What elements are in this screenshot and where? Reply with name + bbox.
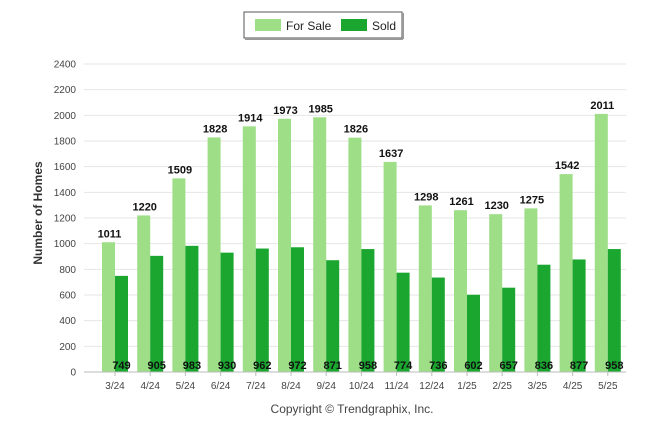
y-tick-label: 200: [59, 342, 76, 353]
x-tick-label: 8/24: [281, 381, 301, 392]
y-tick-label: 2000: [54, 111, 77, 122]
bar-sold: [115, 275, 128, 372]
bar-sold: [396, 272, 410, 372]
bar-for-sale: [524, 208, 538, 372]
data-label-sold: 983: [183, 360, 201, 372]
bar-sold: [467, 294, 480, 372]
x-tick-label: 3/24: [105, 381, 125, 392]
bar-for-sale: [418, 205, 432, 372]
data-label-sold: 749: [112, 360, 130, 372]
bar-sold: [607, 249, 621, 372]
x-tick-label: 12/24: [419, 381, 444, 392]
data-label-for-sale: 1637: [379, 148, 403, 160]
data-label-sold: 877: [570, 360, 588, 372]
y-tick-label: 1200: [54, 214, 77, 225]
bar-for-sale: [278, 118, 291, 372]
x-tick-label: 2/25: [492, 381, 512, 392]
y-tick-label: 400: [59, 316, 76, 327]
x-axis: 3/24 4/24 5/24 6/24 7/24 8/24 9/24 10/24 11/24 12…: [84, 371, 626, 392]
x-tick-label: 11/24: [384, 381, 409, 392]
bar-sold: [185, 245, 199, 372]
y-axis-title: Number of Homes: [31, 161, 45, 265]
data-label-sold: 736: [429, 360, 447, 372]
data-label-for-sale: 1230: [484, 200, 508, 212]
x-tick-label: 6/24: [211, 381, 231, 392]
legend: For Sale Sold: [243, 11, 404, 40]
data-label-for-sale: 1914: [238, 112, 263, 124]
data-label-for-sale: 1275: [520, 194, 544, 206]
x-tick-label: 4/24: [140, 381, 160, 392]
bar-for-sale: [242, 126, 256, 373]
copyright-credit: Copyright © Trendgraphix, Inc.: [271, 402, 434, 416]
data-label-for-sale: 1542: [555, 160, 579, 172]
data-label-for-sale: 1261: [449, 196, 473, 208]
y-tick-label: 1600: [54, 162, 77, 173]
bar-for-sale: [102, 242, 115, 372]
bar-for-sale: [137, 215, 151, 372]
data-label-for-sale: 1509: [168, 164, 192, 176]
bars: 1011 749 1220 905 1509 983 1828 930 1914 962 1973 9…: [98, 100, 623, 373]
y-tick-label: 1400: [54, 188, 77, 199]
data-label-sold: 602: [464, 360, 482, 372]
data-label-for-sale: 1220: [132, 201, 156, 213]
legend-label-sold: Sold: [372, 19, 396, 33]
bar-for-sale: [559, 174, 573, 372]
bar-sold: [502, 287, 516, 372]
bar-for-sale: [383, 161, 397, 372]
bar-for-sale: [313, 117, 327, 372]
y-tick-label: 600: [59, 291, 76, 302]
bar-sold: [361, 249, 375, 372]
data-label-sold: 774: [394, 360, 413, 372]
legend-label-for-sale: For Sale: [286, 19, 332, 33]
data-label-sold: 962: [253, 360, 271, 372]
x-tick-label: 5/25: [598, 381, 618, 392]
bar-for-sale: [489, 214, 503, 372]
bar-sold: [537, 264, 551, 372]
legend-swatch-sold: [341, 19, 367, 31]
bar-sold: [572, 259, 586, 372]
y-tick-label: 1800: [54, 137, 77, 148]
x-tick-label: 4/25: [563, 381, 583, 392]
y-tick-label: 2200: [54, 85, 77, 96]
data-label-sold: 958: [605, 360, 623, 372]
data-label-for-sale: 1298: [414, 191, 438, 203]
data-label-sold: 905: [148, 360, 166, 372]
x-tick-label: 1/25: [457, 381, 477, 392]
x-tick-label: 9/24: [316, 381, 336, 392]
bar-sold: [150, 255, 164, 372]
data-label-sold: 930: [218, 360, 236, 372]
data-label-sold: 972: [288, 360, 306, 372]
bar-for-sale: [454, 210, 467, 372]
y-tick-label: 800: [59, 265, 76, 276]
data-label-for-sale: 1973: [273, 105, 297, 117]
data-label-for-sale: 1011: [98, 228, 122, 240]
bar-for-sale: [348, 137, 362, 372]
x-tick-label: 10/24: [349, 381, 374, 392]
bar-sold: [255, 248, 269, 372]
data-label-sold: 836: [535, 360, 553, 372]
bar-for-sale: [207, 137, 221, 372]
bar-for-sale: [594, 113, 608, 373]
data-label-sold: 871: [324, 360, 342, 372]
bar-sold: [220, 252, 234, 372]
data-label-for-sale: 2011: [590, 100, 614, 112]
bar-sold: [326, 260, 340, 372]
y-axis: 0 200 400 600 800 1000 1200 1400 1600 1800 2000 220…: [54, 60, 77, 379]
data-label-for-sale: 1826: [344, 124, 368, 136]
y-tick-label: 2400: [54, 60, 77, 71]
x-tick-label: 7/24: [246, 381, 266, 392]
x-tick-label: 5/24: [176, 381, 196, 392]
data-label-sold: 657: [500, 360, 518, 372]
data-label-for-sale: 1828: [203, 123, 227, 135]
legend-swatch-for-sale: [255, 19, 281, 31]
data-label-for-sale: 1985: [308, 103, 332, 115]
bar-for-sale: [172, 178, 186, 372]
data-label-sold: 958: [359, 360, 377, 372]
y-tick-label: 0: [70, 368, 76, 379]
bar-sold: [431, 277, 445, 372]
y-tick-label: 1000: [54, 239, 77, 250]
bar-sold: [291, 247, 304, 372]
x-tick-label: 3/25: [528, 381, 548, 392]
